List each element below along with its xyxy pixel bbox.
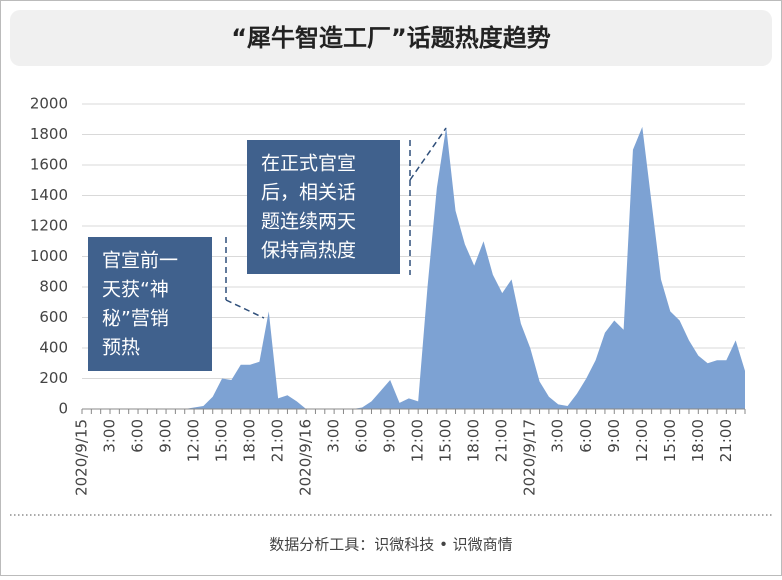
annotation-box [247, 140, 400, 274]
x-tick-label: 3:00 [101, 419, 119, 453]
y-tick-label: 1200 [30, 217, 68, 235]
x-tick-label: 12:00 [633, 419, 651, 462]
x-tick-label: 6:00 [129, 419, 147, 453]
annotation-text: 题连续两天 [261, 211, 356, 233]
annotation-text: 后，相关话 [261, 182, 356, 204]
x-tick-label: 9:00 [157, 419, 175, 453]
x-tick-label: 3:00 [325, 419, 343, 453]
x-tick-label: 2020/9/15 [73, 419, 91, 496]
x-tick-label: 9:00 [381, 419, 399, 453]
x-tick-label: 15:00 [661, 419, 679, 462]
annotation-text: 天获“神 [102, 279, 169, 301]
annotation-leader [409, 127, 447, 181]
x-tick-label: 18:00 [465, 419, 483, 462]
y-tick-label: 600 [39, 308, 68, 326]
y-tick-label: 1400 [30, 186, 68, 204]
source: 数据分析工具：识微科技 • 识微商情 [269, 536, 512, 554]
x-tick-label: 21:00 [493, 419, 511, 462]
x-tick-label: 15:00 [213, 419, 231, 462]
y-tick-label: 0 [58, 400, 68, 418]
annotation-text: 预热 [102, 337, 140, 359]
x-tick-label: 2020/9/17 [521, 419, 539, 496]
x-tick-label: 6:00 [577, 419, 595, 453]
x-tick-label: 3:00 [549, 419, 567, 453]
annotation-text: 在正式官宣 [261, 153, 356, 175]
annotation-text: 官宣前一 [102, 250, 178, 272]
y-tick-label: 1000 [30, 247, 68, 265]
area [82, 126, 745, 409]
annotation-text: 秘”营销 [102, 308, 169, 330]
x-tick-label: 15:00 [437, 419, 455, 462]
x-tick-label: 6:00 [353, 419, 371, 453]
x-tick-label: 12:00 [185, 419, 203, 462]
annotation-text: 保持高热度 [261, 240, 356, 262]
chart-title: “犀牛智造工厂”话题热度趋势 [231, 24, 551, 52]
y-tick-label: 1600 [30, 156, 68, 174]
x-tick-label: 9:00 [605, 419, 623, 453]
y-tick-label: 800 [39, 278, 68, 296]
x-tick-label: 21:00 [717, 419, 735, 462]
title-bar [10, 10, 772, 66]
annotation-box [88, 237, 212, 371]
y-tick-label: 400 [39, 339, 68, 357]
x-tick-label: 12:00 [409, 419, 427, 462]
y-tick-label: 1800 [30, 125, 68, 143]
y-tick-label: 2000 [30, 95, 68, 113]
x-tick-label: 18:00 [689, 419, 707, 462]
x-tick-label: 21:00 [269, 419, 287, 462]
y-tick-label: 200 [39, 369, 68, 387]
x-tick-label: 2020/9/16 [297, 419, 315, 496]
annotation-leader [225, 299, 265, 319]
x-tick-label: 18:00 [241, 419, 259, 462]
